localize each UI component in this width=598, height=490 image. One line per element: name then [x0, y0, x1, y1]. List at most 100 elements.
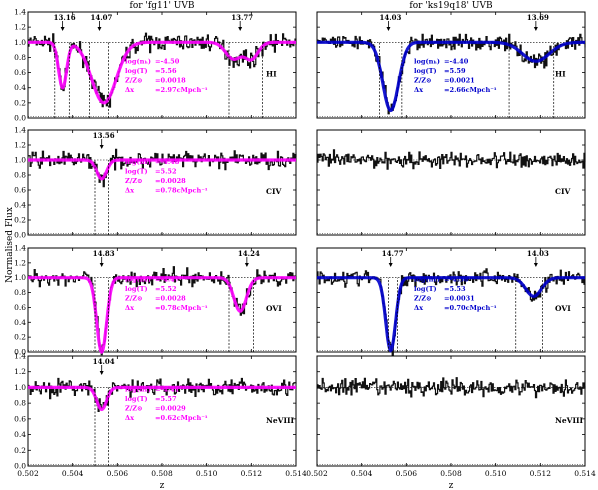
component-arrow — [99, 371, 104, 375]
column-density-label: 14.04 — [93, 357, 115, 366]
param-name: Z/Z⊙ — [414, 294, 432, 302]
component-arrow — [388, 263, 393, 267]
component-arrow — [99, 263, 104, 267]
param-name: log(nₕ) — [125, 275, 151, 283]
column-density-label: 13.16 — [54, 13, 76, 22]
panel-1-1: CIV — [316, 129, 586, 236]
panel-1-2: 14.77 14.03 OVI log(nₕ) =-4.38 log(T) =5.53 Z/Z… — [316, 247, 586, 357]
param-name: log(T) — [125, 285, 148, 293]
y-tick-label: 0.8 — [14, 288, 26, 297]
y-tick-label: 0.2 — [14, 216, 26, 225]
fit-curve — [317, 276, 585, 353]
param-value: =-4.47 — [155, 275, 180, 283]
y-tick-label: 0.8 — [14, 171, 26, 180]
fit-curve — [28, 158, 296, 181]
y-tick-label: 0.2 — [14, 98, 26, 107]
component-arrow — [60, 27, 65, 31]
ion-label: HI — [266, 69, 277, 78]
param-name: log(T) — [125, 395, 148, 403]
x-tick-label: 0.512 — [530, 469, 552, 478]
x-tick-label: 0.504 — [351, 469, 373, 478]
param-name: log(T) — [125, 167, 148, 175]
column-density-label: 14.03 — [527, 249, 549, 258]
param-value: =-4.48 — [155, 158, 180, 166]
param-value: =2.97cMpch⁻¹ — [155, 86, 208, 94]
param-name: log(nₕ) — [125, 385, 151, 393]
y-tick-label: 1.4 — [14, 352, 26, 361]
x-tick-label: 0.514 — [574, 469, 596, 478]
x-tick-label: 0.514 — [285, 469, 307, 478]
param-value: =0.62cMpch⁻¹ — [155, 414, 208, 422]
param-value: =5.53 — [444, 285, 466, 293]
y-tick-label: 1.4 — [14, 8, 26, 17]
y-tick-label: 1.0 — [14, 383, 26, 392]
panel-0-0: 0.0 0.2 0.4 0.6 0.8 1.0 1.2 1.4 13.16 14.07 13.77 H… — [14, 8, 297, 123]
y-axis-label: Normalised Flux — [5, 207, 15, 283]
fit-curve — [317, 40, 585, 113]
x-axis-label-left: z — [160, 481, 165, 490]
param-name: Z/Z⊙ — [125, 294, 143, 302]
x-tick-label: 0.510 — [196, 469, 218, 478]
x-tick-label: 0.506 — [396, 469, 418, 478]
ion-label: HI — [555, 69, 566, 78]
x-axis-label-right: z — [449, 481, 454, 490]
param-value: =2.66cMpch⁻¹ — [444, 86, 497, 94]
component-arrow — [99, 145, 104, 149]
param-value: =0.0029 — [155, 404, 186, 412]
x-tick-label: 0.508 — [440, 469, 462, 478]
ion-label: OVI — [555, 304, 571, 313]
column-density-label: 14.03 — [380, 13, 402, 22]
x-tick-label: 0.502 — [17, 469, 39, 478]
column-density-label: 13.69 — [527, 13, 549, 22]
x-tick-label: 0.508 — [151, 469, 173, 478]
panel-0-2: 0.0 0.2 0.4 0.6 0.8 1.0 1.2 1.4 14.83 14.24 OVI log… — [14, 244, 297, 357]
param-name: log(nₕ) — [414, 57, 440, 65]
param-value: =0.0021 — [444, 76, 475, 84]
param-name: log(T) — [125, 67, 148, 75]
param-name: log(T) — [414, 285, 437, 293]
spectrum-line — [317, 33, 586, 115]
param-name: Δx — [125, 186, 134, 194]
y-tick-label: 0.8 — [14, 53, 26, 62]
y-tick-label: 0.6 — [14, 303, 26, 312]
param-name: Z/Z⊙ — [125, 177, 143, 185]
y-tick-label: 0.6 — [14, 414, 26, 423]
param-value: =5.52 — [155, 167, 177, 175]
component-arrow — [533, 263, 538, 267]
spectrum-line — [317, 149, 586, 170]
param-name: Z/Z⊙ — [125, 76, 143, 84]
y-tick-label: 1.2 — [14, 141, 26, 150]
x-tick-label: 0.506 — [107, 469, 129, 478]
param-name: Δx — [125, 304, 134, 312]
param-name: Z/Z⊙ — [414, 76, 432, 84]
column-density-label: 14.83 — [93, 249, 115, 258]
column-density-label: 14.24 — [238, 249, 260, 258]
column-density-label: 13.77 — [231, 13, 253, 22]
fit-curve — [28, 40, 296, 105]
y-tick-label: 1.0 — [14, 273, 26, 282]
param-value: =0.0018 — [155, 76, 186, 84]
y-tick-label: 0.4 — [14, 201, 26, 210]
y-tick-label: 1.2 — [14, 258, 26, 267]
y-tick-label: 0.4 — [14, 83, 26, 92]
column-title-right: for 'ks19q18' UVB — [409, 1, 493, 11]
y-tick-label: 0.0 — [14, 462, 26, 471]
param-name: log(nₕ) — [414, 275, 440, 283]
y-tick-label: 1.0 — [14, 38, 26, 47]
y-tick-label: 1.2 — [14, 23, 26, 32]
param-name: Δx — [125, 414, 134, 422]
column-title-left: for 'fg11' UVB — [130, 1, 195, 11]
param-value: =-4.41 — [155, 385, 179, 393]
param-name: log(nₕ) — [125, 158, 151, 166]
component-arrow — [244, 263, 249, 267]
y-tick-label: 0.0 — [14, 114, 26, 123]
param-value: =0.70cMpch⁻¹ — [444, 304, 497, 312]
panel-0-3: 0.0 0.2 0.4 0.6 0.8 1.0 1.2 1.4 0.502 0.504 0.506 0… — [14, 352, 307, 479]
column-density-label: 13.56 — [93, 131, 115, 140]
param-name: Δx — [414, 304, 423, 312]
ion-label: NeVIII — [266, 416, 294, 425]
param-value: =5.57 — [155, 395, 177, 403]
param-value: =0.0028 — [155, 177, 186, 185]
y-tick-label: 1.4 — [14, 244, 26, 253]
